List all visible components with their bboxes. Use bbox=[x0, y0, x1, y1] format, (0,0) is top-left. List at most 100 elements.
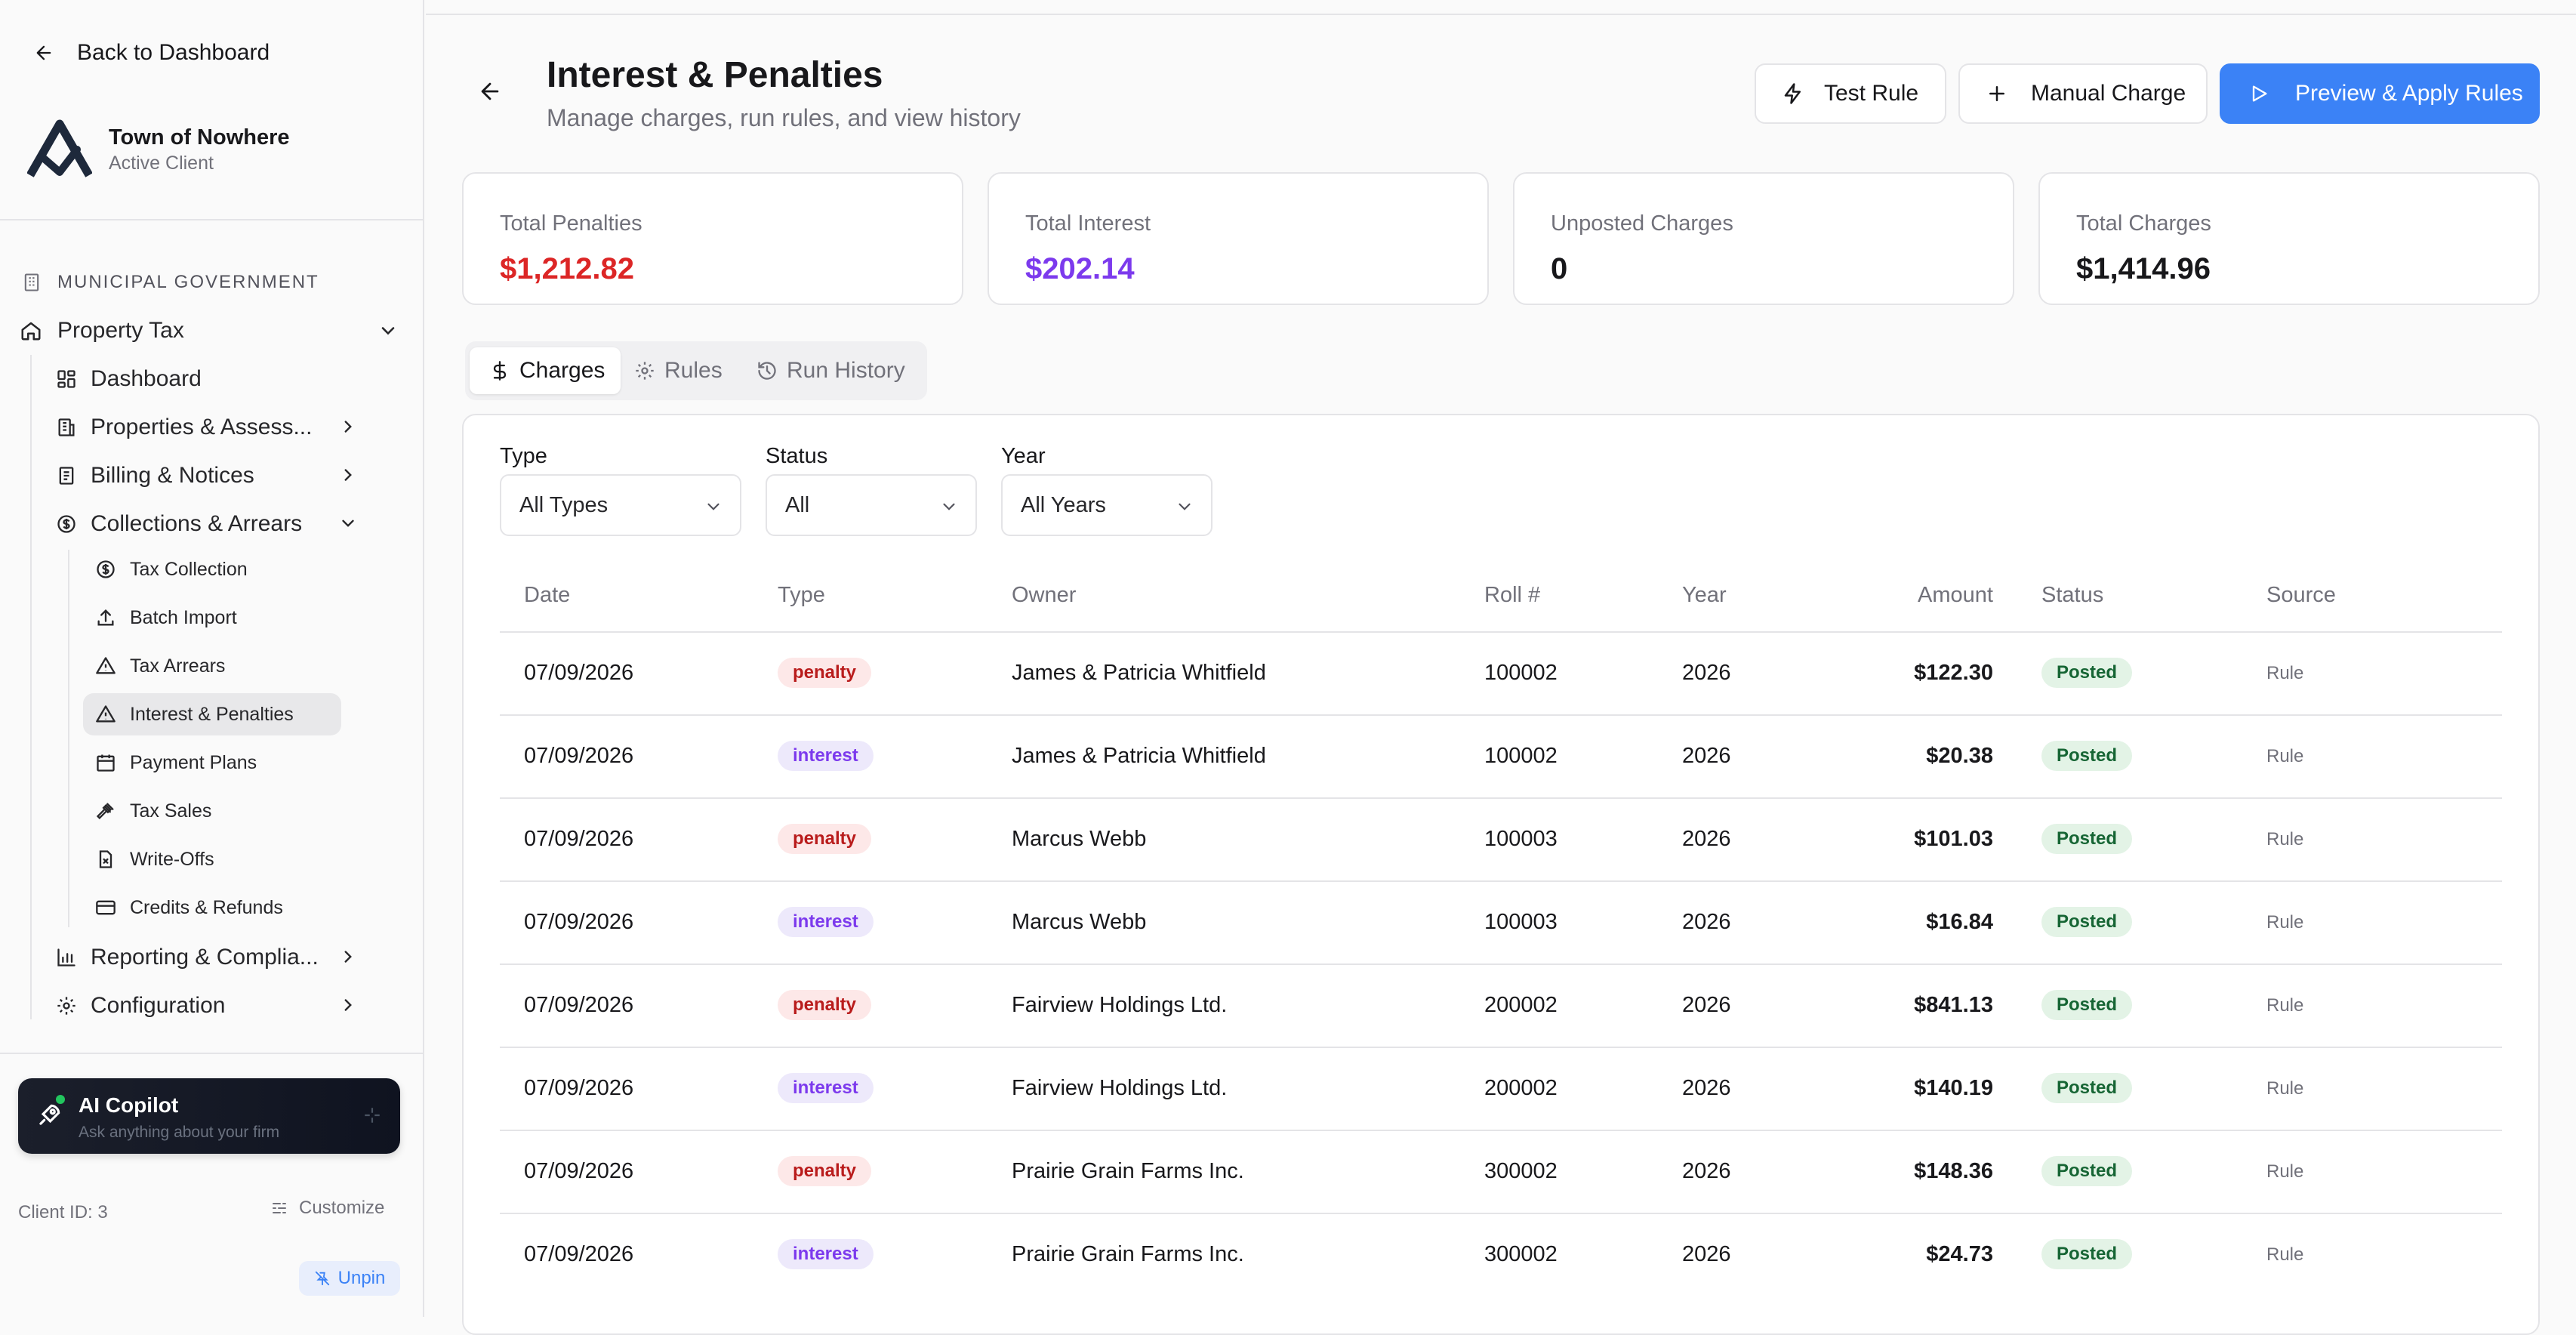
manual-charge-button[interactable]: Manual Charge bbox=[1958, 63, 2208, 124]
dashboard-grid-icon bbox=[56, 368, 77, 390]
select-value: All bbox=[785, 492, 810, 517]
tab-label: Run History bbox=[787, 358, 905, 383]
column-header-type: Type bbox=[778, 583, 825, 607]
file-x-icon bbox=[95, 849, 116, 870]
sidebar-item-billing[interactable]: Billing & Notices bbox=[56, 459, 373, 492]
chevron-down-icon bbox=[939, 497, 959, 516]
cell-roll: 100003 bbox=[1484, 910, 1558, 934]
chevron-right-icon bbox=[338, 465, 358, 485]
arrow-left-icon bbox=[33, 42, 54, 63]
cell-roll: 100002 bbox=[1484, 744, 1558, 768]
cell-owner: James & Patricia Whitfield bbox=[1012, 744, 1266, 768]
cell-source: Rule bbox=[2266, 1161, 2304, 1182]
customize-button[interactable]: Customize bbox=[270, 1198, 384, 1219]
credit-card-icon bbox=[95, 897, 116, 918]
pin-off-icon bbox=[314, 1270, 331, 1287]
calendar-icon bbox=[95, 752, 116, 773]
sidebar-item-reporting[interactable]: Reporting & Complia... bbox=[56, 941, 373, 974]
cell-owner: Fairview Holdings Ltd. bbox=[1012, 993, 1228, 1017]
test-rule-label: Test Rule bbox=[1824, 81, 1919, 106]
dollar-circle-icon bbox=[56, 513, 77, 535]
copilot-title: AI Copilot bbox=[79, 1093, 179, 1117]
sidebar-item-label: Payment Plans bbox=[130, 751, 257, 773]
cell-source: Rule bbox=[2266, 663, 2304, 683]
sidebar-item-tax-collection[interactable]: Tax Collection bbox=[95, 554, 340, 584]
sidebar-item-write-offs[interactable]: Write-Offs bbox=[95, 844, 340, 874]
select-value: All Years bbox=[1021, 492, 1106, 517]
type-badge: penalty bbox=[778, 1156, 872, 1186]
sidebar-item-properties[interactable]: Properties & Assess... bbox=[56, 411, 373, 444]
sidebar: Back to Dashboard Town of Nowhere Active… bbox=[0, 0, 424, 1317]
cell-amount: $140.19 bbox=[1914, 1076, 1993, 1100]
status-select[interactable]: All bbox=[766, 474, 977, 536]
page-subtitle: Manage charges, run rules, and view hist… bbox=[547, 104, 1021, 131]
tab-rules[interactable]: Rules bbox=[634, 347, 740, 394]
back-to-dashboard-link[interactable]: Back to Dashboard bbox=[33, 36, 270, 69]
sidebar-item-label: Billing & Notices bbox=[91, 463, 254, 488]
year-select[interactable]: All Years bbox=[1001, 474, 1213, 536]
sidebar-item-interest-penalties[interactable]: Interest & Penalties bbox=[83, 693, 341, 735]
chevron-down-icon bbox=[1175, 497, 1194, 516]
sidebar-item-label: Property Tax bbox=[57, 318, 184, 343]
row-divider bbox=[500, 631, 2502, 633]
sidebar-item-dashboard[interactable]: Dashboard bbox=[56, 362, 373, 396]
sidebar-item-tax-arrears[interactable]: Tax Arrears bbox=[95, 651, 340, 681]
cell-date: 07/09/2026 bbox=[524, 661, 634, 685]
sidebar-item-collections[interactable]: Collections & Arrears bbox=[56, 507, 373, 541]
tab-run-history[interactable]: Run History bbox=[756, 347, 923, 394]
cell-roll: 200002 bbox=[1484, 993, 1558, 1017]
client-status: Active Client bbox=[109, 153, 214, 174]
sidebar-item-label: Tax Sales bbox=[130, 800, 212, 822]
row-divider bbox=[500, 1213, 2502, 1214]
type-badge: penalty bbox=[778, 658, 872, 688]
plus-icon bbox=[1986, 82, 2008, 105]
sidebar-item-payment-plans[interactable]: Payment Plans bbox=[95, 748, 340, 778]
gear-icon bbox=[634, 360, 655, 381]
sidebar-item-batch-import[interactable]: Batch Import bbox=[95, 603, 340, 633]
tab-charges[interactable]: Charges bbox=[470, 347, 621, 394]
section-label-text: MUNICIPAL GOVERNMENT bbox=[57, 272, 319, 292]
stat-value: $1,414.96 bbox=[2076, 252, 2211, 285]
play-icon bbox=[2248, 83, 2269, 104]
cell-roll: 100003 bbox=[1484, 827, 1558, 851]
cell-date: 07/09/2026 bbox=[524, 1159, 634, 1183]
sidebar-item-label: Tax Collection bbox=[130, 558, 248, 580]
type-select[interactable]: All Types bbox=[500, 474, 741, 536]
column-header-status: Status bbox=[2041, 583, 2104, 607]
unpin-button[interactable]: Unpin bbox=[299, 1261, 400, 1296]
building-icon bbox=[56, 417, 77, 438]
copilot-subtitle: Ask anything about your firm bbox=[79, 1124, 280, 1141]
stat-value: $1,212.82 bbox=[500, 252, 634, 285]
stat-label: Total Charges bbox=[2076, 211, 2211, 236]
dollar-circle-icon bbox=[95, 559, 116, 580]
status-badge: Posted bbox=[2041, 741, 2133, 771]
sidebar-item-credits-refunds[interactable]: Credits & Refunds bbox=[95, 893, 340, 923]
cell-year: 2026 bbox=[1682, 744, 1731, 768]
sidebar-item-property-tax[interactable]: Property Tax bbox=[20, 314, 405, 347]
stat-label: Total Penalties bbox=[500, 211, 642, 236]
type-badge: interest bbox=[778, 1239, 874, 1269]
sidebar-item-configuration[interactable]: Configuration bbox=[56, 989, 373, 1022]
tab-label: Rules bbox=[664, 358, 723, 383]
cell-owner: Marcus Webb bbox=[1012, 910, 1147, 934]
row-divider bbox=[500, 880, 2502, 882]
sidebar-item-label: Reporting & Complia... bbox=[91, 945, 319, 970]
cell-date: 07/09/2026 bbox=[524, 1076, 634, 1100]
filter-label-type: Type bbox=[500, 444, 547, 468]
section-label: MUNICIPAL GOVERNMENT bbox=[21, 269, 319, 296]
back-arrow-button[interactable] bbox=[477, 79, 503, 104]
sliders-icon bbox=[270, 1199, 288, 1217]
cell-year: 2026 bbox=[1682, 910, 1731, 934]
type-badge: penalty bbox=[778, 990, 872, 1020]
type-badge: interest bbox=[778, 741, 874, 771]
cell-amount: $148.36 bbox=[1914, 1159, 1993, 1183]
bar-chart-icon bbox=[56, 947, 77, 968]
preview-apply-rules-button[interactable]: Preview & Apply Rules bbox=[2220, 63, 2540, 124]
type-badge: interest bbox=[778, 1073, 874, 1103]
online-indicator bbox=[56, 1095, 65, 1104]
sidebar-item-label: Interest & Penalties bbox=[130, 703, 294, 725]
gear-icon bbox=[56, 995, 77, 1016]
sidebar-item-tax-sales[interactable]: Tax Sales bbox=[95, 796, 340, 826]
test-rule-button[interactable]: Test Rule bbox=[1755, 63, 1946, 124]
ai-copilot-button[interactable]: AI Copilot Ask anything about your firm bbox=[18, 1078, 400, 1154]
